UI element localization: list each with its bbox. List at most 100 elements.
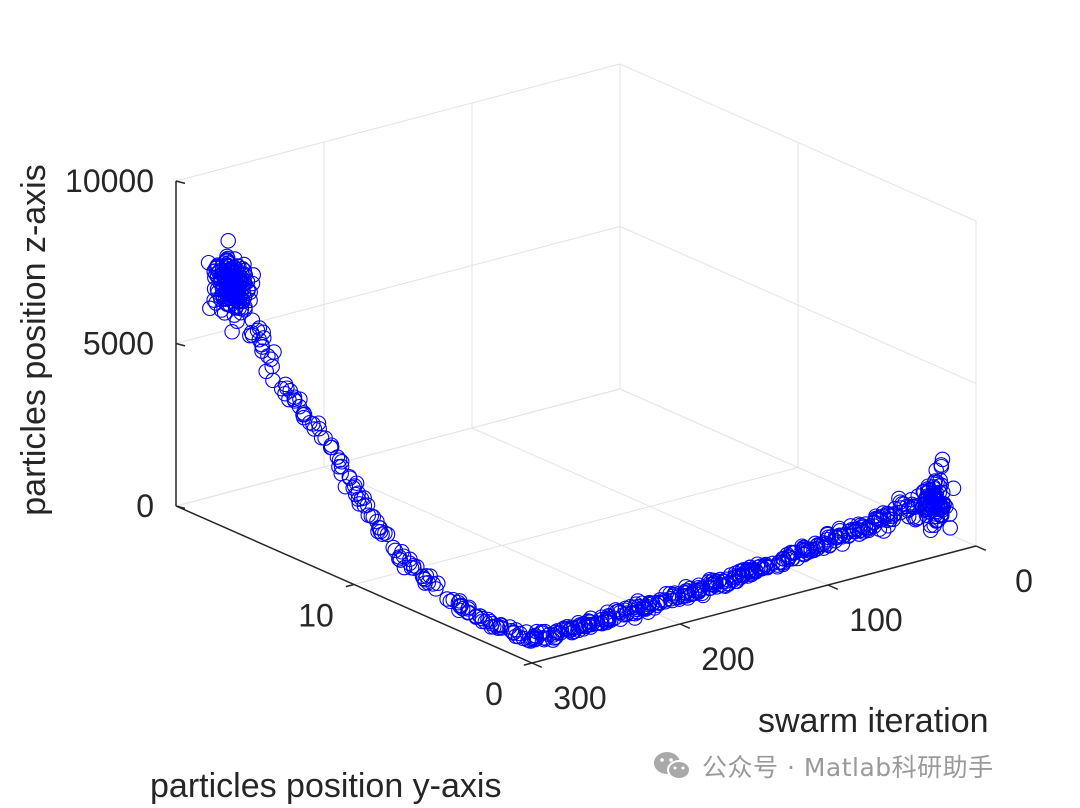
data-point bbox=[255, 324, 271, 341]
data-point bbox=[926, 517, 942, 534]
grid-line-z-back bbox=[175, 226, 621, 344]
y-axis-label: particles position y-axis bbox=[150, 767, 501, 805]
data-point bbox=[222, 289, 238, 305]
data-point bbox=[918, 507, 935, 523]
data-point bbox=[880, 518, 896, 534]
data-points bbox=[200, 233, 962, 649]
data-point bbox=[356, 490, 372, 506]
data-point bbox=[758, 556, 774, 573]
data-point bbox=[331, 459, 347, 475]
data-point bbox=[395, 548, 412, 564]
data-point bbox=[722, 567, 739, 583]
data-point bbox=[263, 351, 279, 368]
data-point bbox=[233, 304, 249, 321]
data-point bbox=[922, 495, 939, 512]
data-point bbox=[637, 601, 654, 617]
y-tick-label: 0 bbox=[485, 676, 503, 712]
data-point bbox=[451, 602, 467, 619]
data-point bbox=[679, 588, 695, 604]
data-point bbox=[936, 495, 952, 512]
data-point bbox=[921, 481, 938, 498]
data-point bbox=[451, 593, 468, 609]
x-tick-mark bbox=[531, 662, 543, 669]
data-point bbox=[687, 585, 703, 602]
data-point bbox=[942, 520, 958, 536]
data-point bbox=[219, 248, 235, 265]
data-point bbox=[576, 616, 593, 632]
grid-line-y-floor bbox=[353, 467, 799, 585]
data-point bbox=[273, 380, 290, 397]
z-tick-label: 0 bbox=[136, 488, 154, 524]
data-point bbox=[794, 541, 810, 558]
data-point bbox=[538, 630, 554, 647]
data-point bbox=[224, 324, 240, 340]
z-tick-mark bbox=[175, 342, 186, 347]
data-point bbox=[934, 507, 950, 524]
data-point bbox=[840, 528, 857, 544]
data-point bbox=[351, 496, 368, 512]
data-point bbox=[279, 380, 295, 396]
y-tick-label: 10 bbox=[298, 598, 334, 634]
data-point bbox=[206, 292, 222, 308]
data-point bbox=[218, 272, 234, 288]
data-point bbox=[396, 559, 413, 576]
data-point bbox=[225, 277, 242, 294]
data-point bbox=[640, 604, 656, 620]
data-point bbox=[345, 480, 361, 496]
axes bbox=[175, 180, 987, 669]
data-point bbox=[200, 254, 217, 271]
data-point bbox=[281, 391, 297, 408]
data-point bbox=[917, 491, 934, 508]
data-point bbox=[929, 513, 945, 529]
data-point bbox=[450, 594, 467, 611]
data-point bbox=[692, 581, 709, 597]
data-point bbox=[331, 452, 348, 468]
x-tick-mark bbox=[975, 545, 987, 552]
data-point bbox=[220, 233, 236, 249]
data-point bbox=[702, 580, 719, 596]
data-point bbox=[771, 554, 787, 570]
data-point bbox=[505, 624, 522, 641]
data-point bbox=[477, 613, 494, 630]
data-point bbox=[296, 405, 312, 421]
data-point bbox=[882, 506, 898, 522]
data-point bbox=[815, 536, 831, 553]
z-tick-mark bbox=[175, 180, 186, 185]
data-point bbox=[482, 613, 499, 630]
data-point bbox=[439, 591, 455, 607]
watermark: 公众号 · Matlab科研助手 bbox=[652, 748, 994, 784]
data-point bbox=[712, 577, 729, 593]
data-point bbox=[222, 263, 238, 279]
data-point bbox=[783, 544, 799, 561]
grid-line-z-side bbox=[619, 226, 977, 384]
data-point bbox=[415, 570, 432, 587]
data-point bbox=[311, 420, 327, 437]
data-point bbox=[920, 484, 936, 501]
data-point bbox=[708, 579, 725, 595]
data-point bbox=[928, 462, 944, 478]
data-point bbox=[682, 580, 699, 597]
data-point bbox=[333, 465, 349, 482]
data-point bbox=[593, 611, 610, 628]
data-point bbox=[720, 576, 737, 592]
data-point bbox=[420, 574, 437, 591]
data-point bbox=[254, 343, 270, 359]
x-tick-mark bbox=[827, 584, 839, 591]
data-point bbox=[729, 573, 745, 590]
data-point bbox=[417, 571, 433, 588]
data-point bbox=[748, 564, 764, 580]
data-point bbox=[933, 458, 950, 475]
data-point bbox=[387, 542, 403, 559]
data-point bbox=[558, 620, 574, 637]
data-point bbox=[442, 593, 459, 610]
data-point bbox=[363, 508, 380, 524]
data-point bbox=[858, 516, 874, 532]
data-point bbox=[744, 561, 760, 578]
data-point bbox=[627, 605, 643, 622]
data-point bbox=[329, 449, 346, 465]
data-point bbox=[770, 557, 786, 573]
data-point bbox=[821, 538, 838, 554]
z-axis-label: particles position z-axis bbox=[15, 164, 53, 515]
x-tick-label: 300 bbox=[553, 680, 606, 716]
